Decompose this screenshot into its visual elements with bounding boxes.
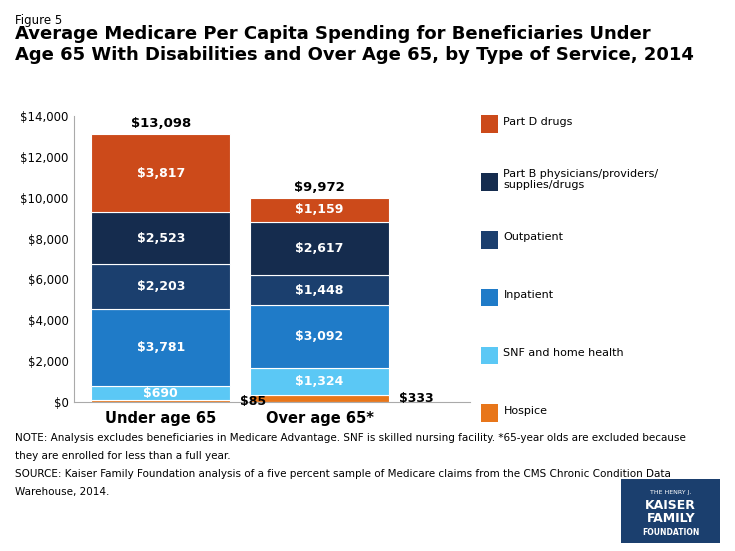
Text: Warehouse, 2014.: Warehouse, 2014.	[15, 487, 109, 497]
Text: Average Medicare Per Capita Spending for Beneficiaries Under
Age 65 With Disabil: Average Medicare Per Capita Spending for…	[15, 25, 694, 64]
Text: they are enrolled for less than a full year.: they are enrolled for less than a full y…	[15, 451, 230, 461]
Bar	[250, 396, 389, 402]
Bar	[91, 386, 230, 401]
Text: $1,324: $1,324	[295, 375, 344, 388]
Text: Figure 5: Figure 5	[15, 14, 62, 27]
Text: FOUNDATION: FOUNDATION	[642, 528, 700, 537]
Bar	[91, 401, 230, 402]
Text: Outpatient: Outpatient	[503, 233, 564, 242]
Text: $2,523: $2,523	[137, 231, 185, 245]
Text: $85: $85	[240, 395, 266, 408]
Text: Inpatient: Inpatient	[503, 290, 553, 300]
Text: $1,159: $1,159	[295, 203, 344, 217]
Text: $333: $333	[399, 392, 434, 406]
Text: NOTE: Analysis excludes beneficiaries in Medicare Advantage. SNF is skilled nurs: NOTE: Analysis excludes beneficiaries in…	[15, 433, 686, 442]
Bar	[250, 305, 389, 368]
Text: SOURCE: Kaiser Family Foundation analysis of a five percent sample of Medicare c: SOURCE: Kaiser Family Foundation analysi…	[15, 469, 670, 479]
Text: Hospice: Hospice	[503, 406, 548, 416]
Text: Part B physicians/providers/
supplies/drugs: Part B physicians/providers/ supplies/dr…	[503, 169, 659, 191]
Text: $3,092: $3,092	[295, 330, 344, 343]
Bar	[250, 222, 389, 276]
Text: $2,617: $2,617	[295, 242, 344, 255]
Text: $3,817: $3,817	[137, 167, 185, 180]
Text: Part D drugs: Part D drugs	[503, 117, 573, 127]
Text: $2,203: $2,203	[137, 280, 185, 293]
Bar	[91, 309, 230, 386]
Text: $9,972: $9,972	[294, 181, 345, 195]
Text: THE HENRY J.: THE HENRY J.	[650, 489, 692, 495]
Bar	[91, 212, 230, 264]
Bar	[91, 134, 230, 212]
Bar	[250, 198, 389, 222]
Bar	[91, 264, 230, 309]
Text: $690: $690	[143, 387, 178, 400]
Text: KAISER: KAISER	[645, 500, 696, 512]
Bar	[250, 276, 389, 305]
Bar	[250, 368, 389, 396]
Text: $13,098: $13,098	[131, 117, 191, 131]
Text: SNF and home health: SNF and home health	[503, 348, 624, 358]
Text: FAMILY: FAMILY	[646, 512, 695, 525]
Text: $1,448: $1,448	[295, 284, 344, 297]
Text: $3,781: $3,781	[137, 341, 185, 354]
